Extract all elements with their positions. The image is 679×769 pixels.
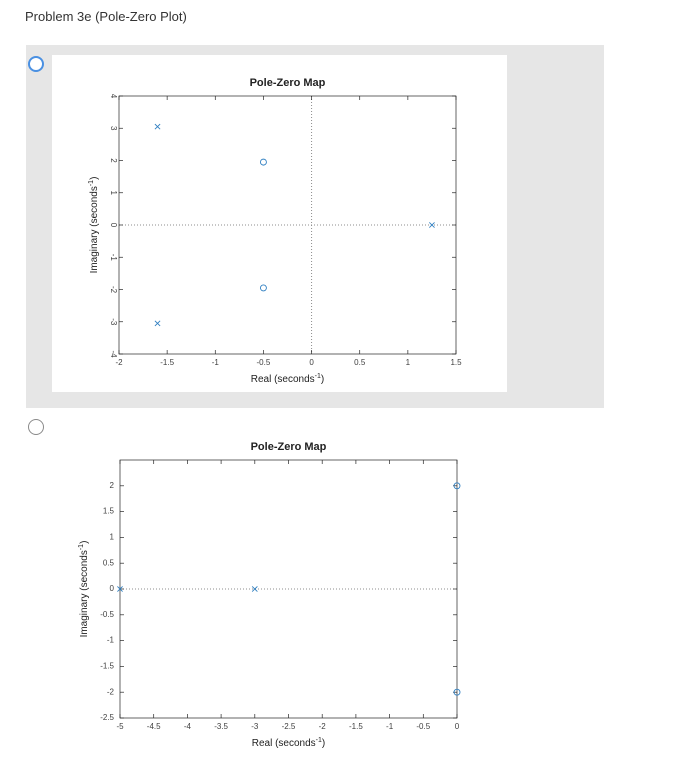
axes: -2 -1.5 -1 -0.5 0 0.5 1 1.5 -4 -3 -2 -1 0 1 2 3 4: [109, 94, 462, 367]
x-tick-label: 0: [309, 358, 314, 367]
pole-marker: [154, 123, 161, 130]
y-tick-label: 1.5: [103, 507, 115, 516]
x-axis-label: Real (seconds-1): [251, 373, 325, 385]
y-tick-label: -2: [107, 687, 115, 696]
y-tick-label: 1: [109, 191, 118, 196]
y-tick-label: 0: [109, 223, 118, 228]
x-tick-label: -2: [319, 722, 327, 731]
pole-marker: [154, 320, 161, 327]
y-tick-label: 2: [110, 481, 115, 490]
x-tick-label: -0.5: [257, 358, 271, 367]
plot-title: Pole-Zero Map: [251, 441, 327, 453]
y-tick-label: 2: [109, 158, 118, 163]
pole-zero-plot-1: -2 -1.5 -1 -0.5 0 0.5 1 1.5 -4 -3 -2 -1 0 1 2 3 4 Pole-Ze…: [52, 55, 507, 392]
page-title: Problem 3e (Pole-Zero Plot): [25, 9, 187, 24]
x-tick-label: -3: [251, 722, 259, 731]
y-tick-label: 3: [109, 126, 118, 131]
x-tick-label: -4.5: [147, 722, 161, 731]
x-tick-label: -1: [212, 358, 220, 367]
y-tick-label: 0: [110, 584, 115, 593]
x-tick-label: 1: [406, 358, 411, 367]
pole-zero-plot-2: -5 -4.5 -4 -3.5 -3 -2.5 -2 -1.5 -1 -0.5 0 -2.5 -2 -1.…: [52, 418, 507, 763]
y-tick-label: -1: [107, 636, 115, 645]
x-tick-label: -0.5: [416, 722, 430, 731]
y-tick-label: -3: [109, 318, 118, 326]
x-tick-label: -1.5: [349, 722, 363, 731]
y-tick-label: -1.5: [100, 662, 114, 671]
option-1-radio[interactable]: [28, 56, 44, 72]
x-tick-label: -2: [115, 358, 123, 367]
y-tick-label: -4: [109, 350, 118, 358]
x-axis-label: Real (seconds-1): [252, 737, 326, 749]
y-tick-label: -0.5: [100, 610, 114, 619]
y-tick-label: -2.5: [100, 713, 114, 722]
zero-marker: [259, 284, 267, 292]
y-tick-label: 4: [109, 94, 118, 99]
x-tick-label: -3.5: [214, 722, 228, 731]
axes: -5 -4.5 -4 -3.5 -3 -2.5 -2 -1.5 -1 -0.5 0 -2.5 -2 -1.…: [100, 459, 461, 731]
zero-marker: [259, 158, 267, 166]
pole-marker: [251, 586, 258, 592]
x-tick-label: 1.5: [450, 358, 462, 367]
x-tick-label: 0.5: [354, 358, 366, 367]
figure-background: [52, 55, 507, 392]
x-tick-label: 0: [455, 722, 460, 731]
x-tick-label: -1: [386, 722, 394, 731]
x-tick-label: -4: [184, 722, 192, 731]
option-2-radio[interactable]: [28, 419, 44, 435]
zero-marker: [453, 482, 461, 490]
y-tick-label: -2: [109, 286, 118, 294]
zero-marker: [453, 688, 461, 696]
plot-title: Pole-Zero Map: [250, 77, 326, 89]
y-axis-label: Imaginary (seconds-1): [88, 177, 100, 274]
x-tick-label: -5: [116, 722, 124, 731]
y-axis-label: Imaginary (seconds-1): [78, 541, 90, 638]
y-tick-label: 0.5: [103, 558, 115, 567]
x-tick-label: -2.5: [282, 722, 296, 731]
y-tick-label: -1: [109, 254, 118, 262]
y-tick-label: 1: [110, 533, 115, 542]
figure-background: [52, 418, 507, 763]
pole-marker: [429, 222, 435, 228]
x-tick-label: -1.5: [160, 358, 174, 367]
pole-marker: [117, 586, 123, 592]
